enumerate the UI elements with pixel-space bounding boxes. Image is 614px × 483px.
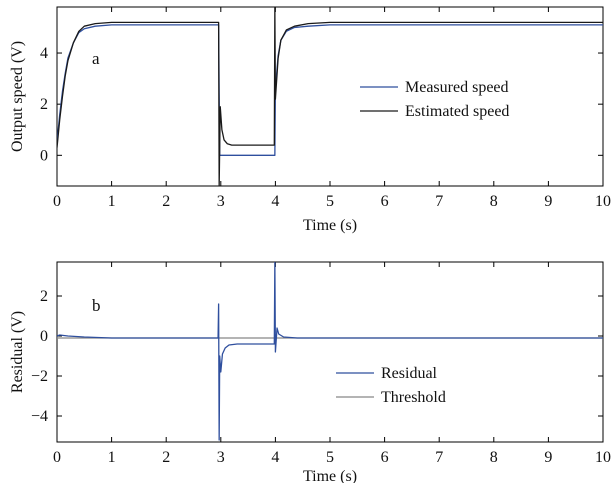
x-tick-label: 7 [435, 193, 443, 210]
x-tick-label: 7 [435, 449, 443, 466]
y-tick-label: −2 [31, 368, 48, 385]
series-line-estimated-speed [57, 7, 603, 186]
y-tick-label: 2 [40, 96, 48, 113]
panel-label: b [92, 296, 101, 315]
y-tick-label: −4 [31, 408, 48, 425]
x-tick-label: 8 [490, 193, 498, 210]
y-tick-label: 2 [40, 288, 48, 305]
x-tick-label: 8 [490, 449, 498, 466]
x-tick-label: 0 [53, 449, 61, 466]
x-tick-label: 1 [108, 449, 116, 466]
y-axis-title: Residual (V) [9, 311, 26, 393]
x-tick-label: 3 [217, 449, 225, 466]
y-tick-label: 0 [40, 147, 48, 164]
legend-entry: Measured speed [405, 79, 509, 96]
series-line-measured-speed [57, 24, 603, 156]
x-tick-label: 6 [381, 449, 389, 466]
x-axis-title: Time (s) [303, 217, 357, 234]
y-tick-label: 4 [40, 45, 48, 62]
x-tick-label: 6 [381, 193, 389, 210]
x-tick-label: 10 [595, 449, 611, 466]
y-axis-title: Output speed (V) [9, 41, 26, 152]
plot-frame [56, 261, 604, 443]
panel-label: a [92, 49, 100, 68]
x-tick-label: 3 [217, 193, 225, 210]
x-tick-label: 5 [326, 193, 334, 210]
x-tick-label: 0 [53, 193, 61, 210]
y-tick-label: 0 [40, 328, 48, 345]
legend-entry: Estimated speed [405, 103, 509, 120]
x-tick-label: 9 [544, 449, 552, 466]
chart-panel-a: 0 1 2 3 4 5 6 7 8 9 10 0 2 4 Time (s) Output speed (V) a… [9, 6, 611, 234]
legend-entry: Residual [381, 365, 438, 382]
x-tick-label: 5 [326, 449, 334, 466]
x-tick-label: 1 [108, 193, 116, 210]
x-tick-label: 4 [271, 449, 279, 466]
legend-entry: Threshold [381, 389, 446, 406]
chart-panel-b: 0 1 2 3 4 5 6 7 8 9 10 −4 −2 0 2 Time (s) Residual (V) b R… [9, 261, 611, 483]
x-tick-label: 9 [544, 193, 552, 210]
x-tick-label: 2 [162, 193, 170, 210]
x-axis-title: Time (s) [303, 468, 357, 483]
x-tick-label: 4 [271, 193, 279, 210]
x-tick-label: 2 [162, 449, 170, 466]
series-line-residual [57, 262, 603, 441]
plot-frame [56, 6, 604, 187]
x-tick-label: 10 [595, 193, 611, 210]
